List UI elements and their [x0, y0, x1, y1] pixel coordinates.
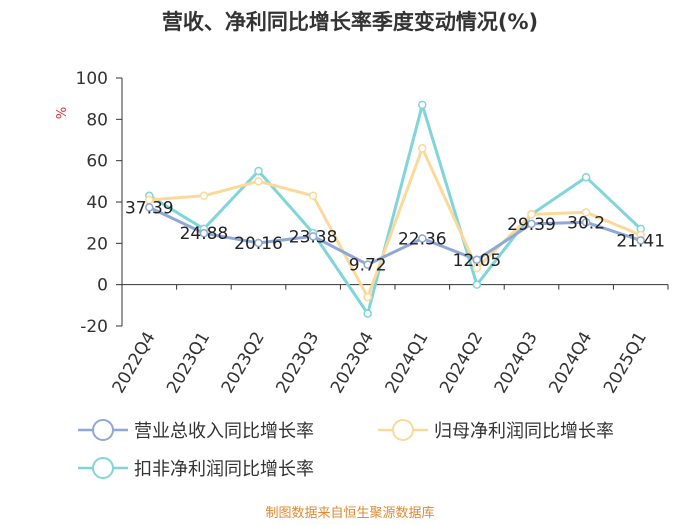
legend-label: 归母净利润同比增长率 — [434, 421, 614, 442]
x-tick-label: 2023Q3 — [272, 329, 323, 397]
y-tick-label: 0 — [97, 276, 108, 296]
y-tick-label: 60 — [86, 152, 108, 172]
x-tick-label: 2023Q2 — [218, 329, 269, 397]
data-label: 23.38 — [289, 227, 338, 247]
chart-title: 营收、净利同比增长率季度变动情况(%) — [161, 10, 539, 34]
data-point — [363, 260, 372, 269]
x-tick-label: 2023Q4 — [327, 329, 378, 397]
data-label: 9.72 — [349, 256, 387, 276]
legend-swatch — [78, 457, 128, 479]
y-axis-label: % — [55, 107, 70, 119]
legend-swatch — [378, 419, 428, 441]
legend-swatch-marker — [392, 419, 414, 441]
legend-swatch-marker — [92, 457, 114, 479]
data-point — [581, 208, 591, 217]
data-point — [418, 144, 427, 153]
data-point — [527, 219, 536, 229]
data-point — [363, 292, 372, 302]
data-point — [363, 309, 372, 318]
data-point — [581, 218, 591, 227]
legend-swatch — [78, 419, 128, 441]
legend-label: 扣非净利润同比增长率 — [134, 459, 314, 480]
legend-label: 营业总收入同比增长率 — [134, 421, 314, 442]
data-point — [145, 203, 154, 212]
series-lines — [148, 103, 642, 316]
y-tick-label: 100 — [76, 69, 108, 89]
series-line-3 — [148, 103, 642, 316]
x-tick-label: 2024Q1 — [382, 329, 433, 397]
data-label: 30.2 — [567, 213, 605, 233]
data-label: 12.05 — [453, 251, 502, 271]
x-tick-label: 2024Q3 — [491, 329, 542, 397]
x-tick-label: 2025Q1 — [600, 329, 651, 397]
x-tick-label: 2023Q1 — [163, 329, 214, 397]
series-points — [145, 100, 645, 318]
data-point — [418, 234, 427, 243]
y-tick-label: 20 — [86, 234, 108, 254]
data-point — [199, 191, 209, 201]
data-point — [527, 210, 536, 219]
legend-item[interactable]: 归母净利润同比增长率 — [378, 418, 614, 442]
x-tick-label: 2022Q4 — [109, 329, 160, 397]
data-label: 24.88 — [180, 224, 229, 244]
series-line-2 — [149, 146, 642, 299]
legend-swatch-marker — [92, 419, 114, 441]
data-point — [472, 263, 482, 273]
series-line-1 — [148, 206, 642, 267]
data-point — [254, 177, 263, 186]
data-point — [418, 100, 427, 110]
legend-item[interactable]: 营业总收入同比增长率 — [78, 418, 314, 442]
data-point — [581, 172, 591, 182]
data-point — [199, 228, 209, 238]
data-label: 29.39 — [507, 215, 556, 235]
data-point — [308, 191, 318, 201]
y-tick-label: -20 — [80, 317, 108, 337]
data-point — [472, 280, 482, 289]
data-label: 22.36 — [398, 229, 447, 249]
y-tick-label: 40 — [86, 193, 108, 213]
data-label: 37.39 — [125, 198, 174, 218]
data-point — [308, 232, 318, 241]
data-label: 20.16 — [234, 234, 283, 254]
y-tick-label: 80 — [86, 110, 108, 130]
x-tick-label: 2024Q2 — [436, 329, 487, 397]
x-tick-label: 2024Q4 — [545, 329, 596, 397]
data-point — [254, 166, 263, 176]
data-point — [472, 255, 482, 265]
data-point — [254, 238, 263, 248]
data-label: 21.41 — [616, 231, 665, 251]
source-note: 制图数据来自恒生聚源数据库 — [265, 506, 435, 521]
legend-item[interactable]: 扣非净利润同比增长率 — [78, 456, 314, 480]
data-point — [636, 236, 645, 245]
